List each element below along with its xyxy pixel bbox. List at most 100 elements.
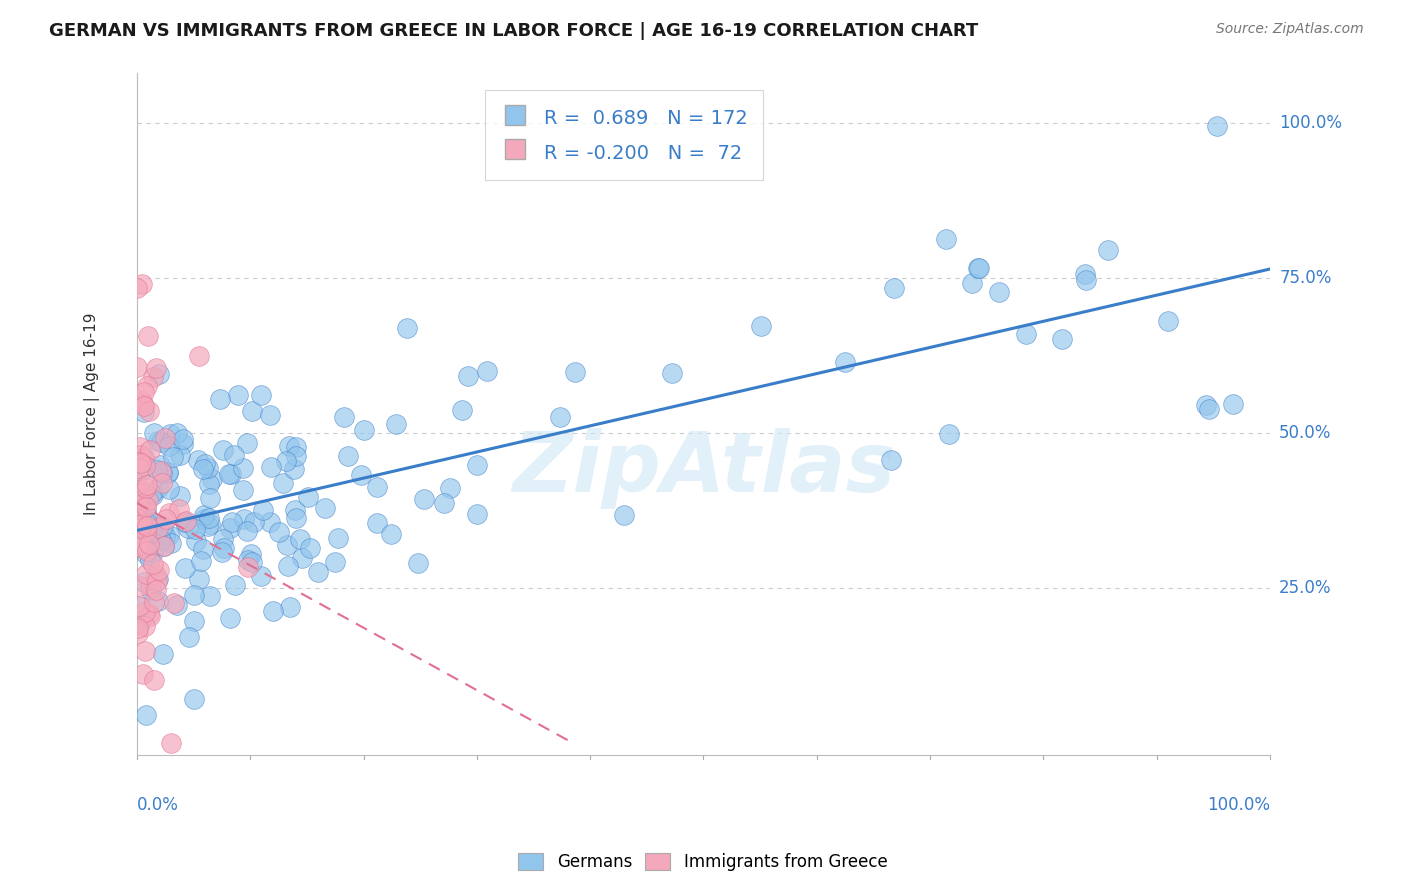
Legend: Germans, Immigrants from Greece: Germans, Immigrants from Greece — [510, 845, 896, 880]
Point — [465, 458, 488, 472]
Point — [135, 379, 157, 393]
Point — [413, 491, 436, 506]
Point — [187, 453, 209, 467]
Point — [127, 359, 149, 374]
Point — [212, 533, 235, 547]
Point — [198, 477, 221, 491]
Point — [882, 281, 904, 295]
Point — [184, 533, 207, 548]
Point — [174, 515, 197, 529]
Point — [966, 261, 988, 276]
Point — [148, 367, 170, 381]
Point — [134, 399, 156, 413]
Point — [1074, 267, 1097, 281]
Point — [193, 512, 215, 526]
Point — [174, 515, 197, 529]
Point — [163, 596, 186, 610]
Point — [433, 496, 456, 510]
Point — [236, 553, 259, 567]
Point — [174, 514, 197, 528]
Point — [145, 361, 167, 376]
Point — [188, 349, 211, 363]
Point — [276, 558, 298, 573]
Point — [135, 566, 157, 581]
Point — [134, 405, 156, 419]
Point — [198, 589, 221, 603]
Point — [328, 532, 350, 546]
Point — [160, 736, 183, 750]
Point — [259, 408, 281, 422]
Point — [127, 518, 149, 533]
Text: 25.0%: 25.0% — [1279, 579, 1331, 597]
Point — [139, 608, 162, 623]
Point — [129, 521, 152, 535]
Point — [134, 619, 156, 633]
Point — [879, 453, 901, 467]
Point — [138, 537, 160, 551]
Point — [132, 450, 155, 465]
Point — [353, 423, 375, 437]
Point — [129, 448, 152, 462]
Point — [333, 410, 356, 425]
Point — [142, 488, 165, 502]
Text: ZipAtlas: ZipAtlas — [512, 428, 896, 509]
Point — [197, 460, 219, 475]
Point — [157, 465, 180, 479]
Text: 0.0%: 0.0% — [136, 797, 179, 814]
Point — [406, 556, 429, 570]
Text: 50.0%: 50.0% — [1279, 424, 1331, 442]
Point — [145, 583, 167, 598]
Point — [136, 518, 159, 533]
Point — [197, 519, 219, 533]
Point — [242, 516, 264, 530]
Point — [297, 491, 319, 505]
Point — [131, 541, 153, 555]
Point — [314, 501, 336, 516]
Legend: R =  0.689   N = 172, R = -0.200   N =  72: R = 0.689 N = 172, R = -0.200 N = 72 — [485, 89, 763, 180]
Point — [969, 260, 991, 275]
Point — [129, 440, 152, 454]
Point — [198, 516, 221, 531]
Point — [439, 481, 461, 495]
Point — [141, 527, 163, 541]
Point — [129, 535, 152, 549]
Point — [350, 467, 373, 482]
Point — [139, 442, 162, 457]
Point — [155, 512, 177, 526]
Point — [136, 509, 159, 524]
Point — [183, 615, 205, 629]
Point — [131, 277, 153, 292]
Point — [138, 404, 160, 418]
Point — [219, 611, 242, 625]
Point — [131, 508, 153, 523]
Point — [1097, 243, 1119, 257]
Point — [138, 607, 160, 621]
Point — [184, 522, 207, 536]
Point — [336, 449, 359, 463]
Point — [152, 647, 174, 661]
Point — [141, 485, 163, 500]
Point — [134, 450, 156, 465]
Point — [475, 364, 498, 378]
Point — [135, 547, 157, 561]
Point — [1157, 313, 1180, 327]
Point — [139, 582, 162, 597]
Point — [136, 478, 159, 492]
Point — [1205, 119, 1227, 133]
Point — [146, 482, 169, 496]
Point — [128, 460, 150, 475]
Point — [1222, 397, 1244, 411]
Text: 100.0%: 100.0% — [1208, 797, 1270, 814]
Point — [211, 545, 233, 559]
Point — [128, 579, 150, 593]
Point — [134, 499, 156, 513]
Point — [307, 565, 329, 579]
Point — [193, 508, 215, 522]
Point — [1198, 402, 1220, 417]
Point — [259, 515, 281, 529]
Point — [613, 508, 636, 522]
Point — [142, 369, 165, 384]
Point — [150, 466, 173, 480]
Point — [131, 394, 153, 409]
Point — [290, 532, 312, 546]
